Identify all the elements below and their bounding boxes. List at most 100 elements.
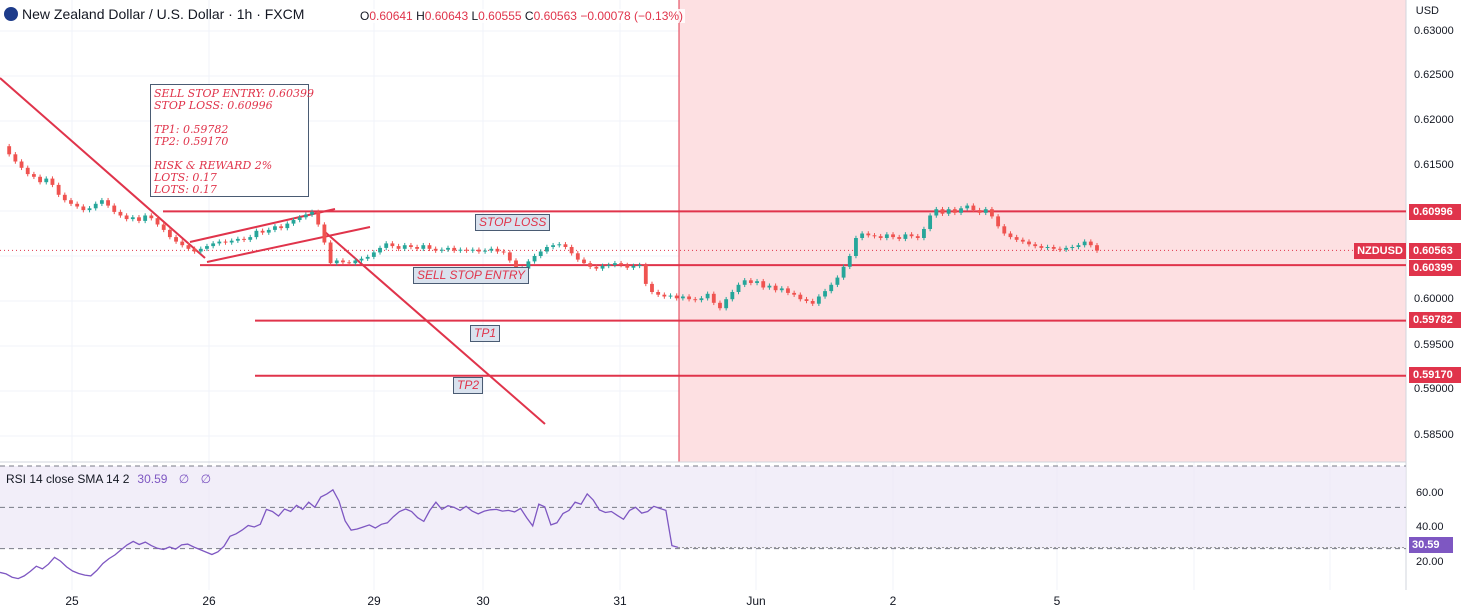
note-line: TP2: 0.59170 bbox=[154, 135, 229, 148]
tp1-label[interactable]: TP1 bbox=[470, 325, 501, 342]
candle-body bbox=[341, 260, 345, 263]
price-tick: 0.62000 bbox=[1414, 114, 1454, 126]
candle-body bbox=[897, 237, 902, 239]
rsi-title: RSI 14 close SMA 14 2 bbox=[6, 472, 130, 486]
candle-body bbox=[705, 293, 710, 299]
stop-loss-label[interactable]: STOP LOSS bbox=[475, 214, 551, 231]
candle-body bbox=[242, 238, 246, 240]
candle-body bbox=[99, 200, 104, 204]
candle-body bbox=[711, 293, 716, 303]
candle-body bbox=[328, 242, 333, 264]
candle-body bbox=[489, 248, 494, 251]
time-label: 25 bbox=[65, 594, 79, 608]
rsi-value-tag: 30.59 bbox=[1409, 537, 1453, 553]
candle-body bbox=[198, 248, 203, 252]
candle-body bbox=[359, 258, 364, 261]
price-tick: 0.60000 bbox=[1414, 293, 1454, 305]
candle-body bbox=[1088, 241, 1093, 246]
tp2-label[interactable]: TP2 bbox=[453, 377, 484, 394]
candle-body bbox=[75, 203, 80, 207]
candle-body bbox=[303, 214, 308, 218]
chart-legend[interactable]: New Zealand Dollar / U.S. Dollar · 1h · … bbox=[4, 6, 304, 22]
high-label: H bbox=[416, 9, 425, 23]
rsi-legend[interactable]: RSI 14 close SMA 14 2 30.59 ∅ ∅ bbox=[6, 472, 211, 486]
note-line: LOTS: 0.17 bbox=[154, 171, 217, 184]
candle-body bbox=[353, 260, 358, 264]
time-label: 29 bbox=[367, 594, 381, 608]
candle-body bbox=[291, 220, 296, 224]
candle-body bbox=[69, 200, 73, 204]
candle-body bbox=[421, 245, 426, 249]
candle-body bbox=[56, 184, 61, 195]
candle-body bbox=[205, 246, 209, 249]
candle-body bbox=[334, 260, 339, 264]
candle-body bbox=[928, 215, 933, 229]
candle-body bbox=[273, 226, 277, 230]
candle-body bbox=[50, 178, 55, 185]
candle-body bbox=[310, 211, 314, 215]
price-tick: 0.58500 bbox=[1414, 429, 1454, 441]
candle-body bbox=[903, 234, 908, 239]
candle-body bbox=[575, 253, 580, 260]
candle-body bbox=[915, 236, 920, 238]
candle-body bbox=[835, 277, 840, 285]
candle-body bbox=[433, 248, 438, 251]
candle-body bbox=[971, 205, 976, 211]
candle-body bbox=[186, 245, 191, 249]
candle-body bbox=[495, 248, 500, 252]
candle-body bbox=[872, 235, 877, 237]
candle-body bbox=[662, 294, 667, 297]
candle-body bbox=[823, 291, 827, 297]
open-value: 0.60641 bbox=[369, 9, 413, 23]
candle-body bbox=[952, 209, 957, 213]
candle-body bbox=[365, 256, 370, 259]
tp2-price-tag: 0.59170 bbox=[1409, 367, 1461, 383]
candle-body bbox=[674, 295, 679, 299]
candle-body bbox=[1033, 244, 1038, 247]
candle-body bbox=[798, 294, 803, 300]
candle-body bbox=[211, 243, 216, 247]
candle-body bbox=[551, 245, 556, 247]
candle-body bbox=[514, 260, 518, 271]
candle-body bbox=[786, 288, 790, 293]
candle-body bbox=[860, 233, 865, 238]
sell-stop-entry-label[interactable]: SELL STOP ENTRY bbox=[413, 267, 530, 284]
candle-body bbox=[7, 146, 12, 155]
candle-body bbox=[761, 281, 766, 288]
candle-body bbox=[143, 215, 148, 221]
candle-body bbox=[637, 265, 642, 266]
time-label: Jun bbox=[746, 594, 766, 608]
candle-body bbox=[266, 229, 271, 233]
candle-body bbox=[25, 167, 30, 175]
candle-body bbox=[922, 229, 926, 238]
candle-body bbox=[217, 241, 222, 244]
candle-body bbox=[996, 216, 1001, 227]
symbol-title: New Zealand Dollar / U.S. Dollar · 1h · … bbox=[22, 6, 305, 22]
trade-plan-note[interactable]: SELL STOP ENTRY: 0.60399 STOP LOSS: 0.60… bbox=[150, 84, 314, 197]
candle-body bbox=[594, 266, 599, 269]
candle-body bbox=[13, 154, 18, 162]
candle-body bbox=[371, 252, 376, 257]
candle-body bbox=[687, 296, 691, 300]
trade-levels bbox=[0, 210, 1406, 377]
candle-body bbox=[755, 281, 759, 283]
candle-body bbox=[588, 263, 593, 267]
candle-body bbox=[81, 206, 86, 211]
price-tick: 0.59500 bbox=[1414, 339, 1454, 351]
candle-body bbox=[1076, 245, 1081, 247]
candle-body bbox=[458, 249, 463, 251]
candle-body bbox=[118, 211, 123, 216]
candle-body bbox=[934, 209, 939, 216]
candle-body bbox=[464, 249, 469, 251]
forecast-shade bbox=[679, 0, 1406, 462]
price-tick: 0.62500 bbox=[1414, 69, 1454, 81]
trendlines bbox=[0, 77, 546, 425]
candle-body bbox=[174, 237, 178, 242]
candle-body bbox=[470, 249, 475, 251]
candle-body bbox=[557, 244, 562, 246]
candle-body bbox=[137, 217, 141, 221]
candle-body bbox=[891, 234, 895, 238]
candle-body bbox=[884, 234, 889, 238]
candle-body bbox=[1002, 226, 1007, 234]
